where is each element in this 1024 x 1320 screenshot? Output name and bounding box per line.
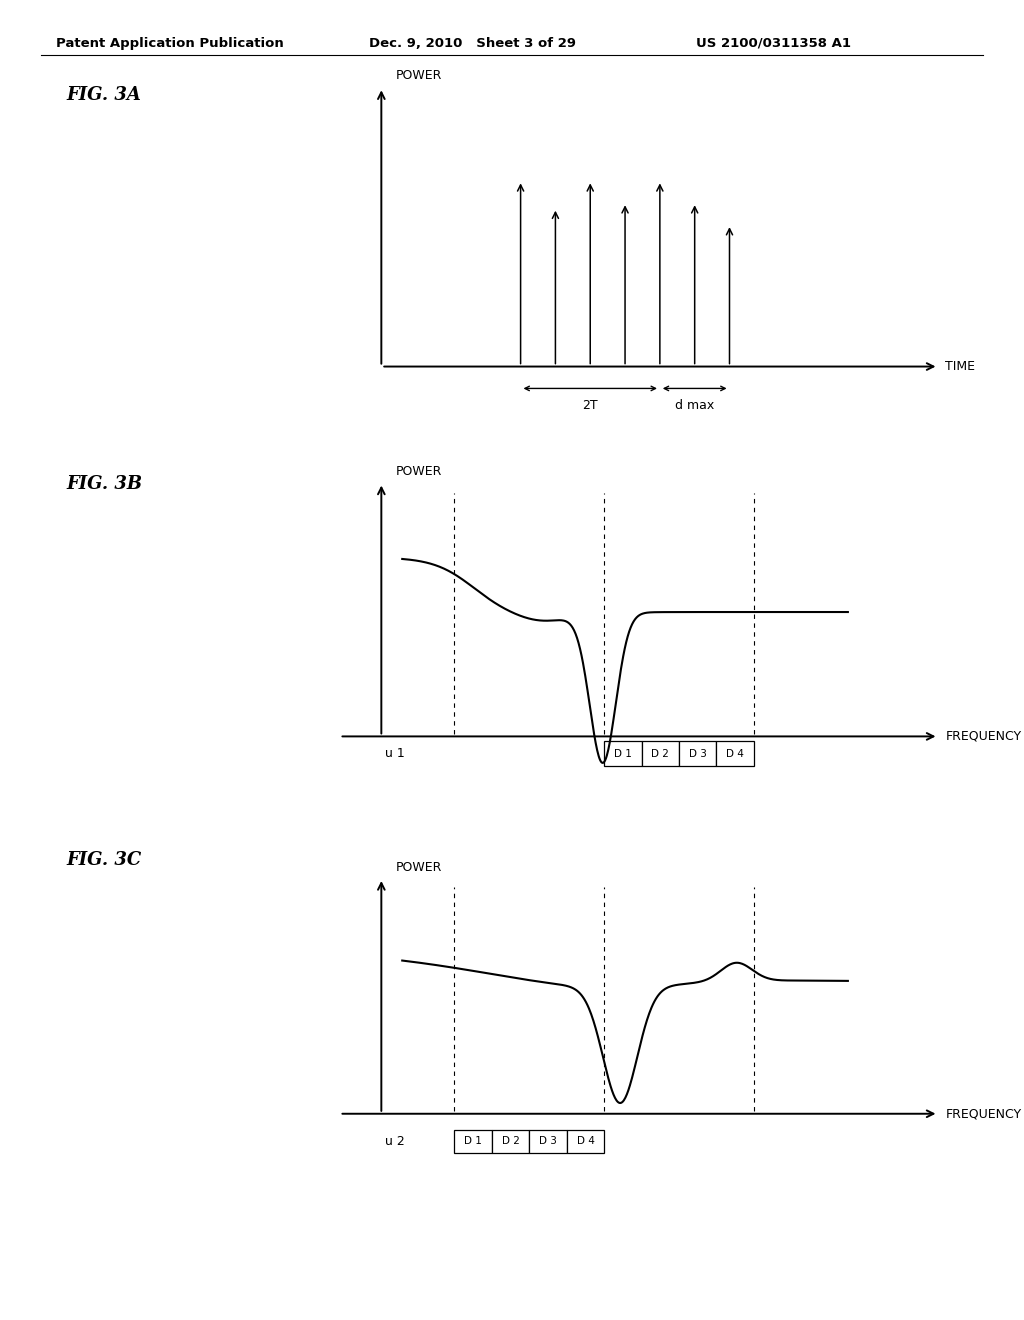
Text: Dec. 9, 2010   Sheet 3 of 29: Dec. 9, 2010 Sheet 3 of 29 [369, 37, 575, 50]
Text: Patent Application Publication: Patent Application Publication [56, 37, 284, 50]
Bar [566, 1130, 604, 1154]
Text: D 4: D 4 [726, 748, 744, 759]
Bar [642, 742, 679, 766]
Text: 2T: 2T [583, 400, 598, 412]
Text: D 1: D 1 [614, 748, 632, 759]
Text: D 4: D 4 [577, 1137, 594, 1147]
Text: POWER: POWER [395, 465, 441, 478]
Text: D 2: D 2 [651, 748, 670, 759]
Text: FREQUENCY: FREQUENCY [945, 730, 1022, 743]
Text: D 3: D 3 [689, 748, 707, 759]
Text: TIME: TIME [945, 360, 975, 374]
Bar [604, 742, 642, 766]
Text: D 3: D 3 [539, 1137, 557, 1147]
Text: D 2: D 2 [502, 1137, 519, 1147]
Text: POWER: POWER [395, 69, 441, 82]
Bar [717, 742, 754, 766]
Bar [679, 742, 717, 766]
Text: d max: d max [675, 400, 715, 412]
Text: FIG. 3B: FIG. 3B [67, 475, 142, 494]
Text: FREQUENCY: FREQUENCY [945, 1107, 1022, 1121]
Text: US 2100/0311358 A1: US 2100/0311358 A1 [696, 37, 851, 50]
Bar [455, 1130, 492, 1154]
Text: FIG. 3A: FIG. 3A [67, 86, 141, 104]
Bar [492, 1130, 529, 1154]
Text: u 2: u 2 [385, 1135, 406, 1148]
Text: u 1: u 1 [385, 747, 406, 760]
Text: FIG. 3C: FIG. 3C [67, 851, 141, 870]
Text: D 1: D 1 [464, 1137, 482, 1147]
Text: POWER: POWER [395, 861, 441, 874]
Bar [529, 1130, 566, 1154]
